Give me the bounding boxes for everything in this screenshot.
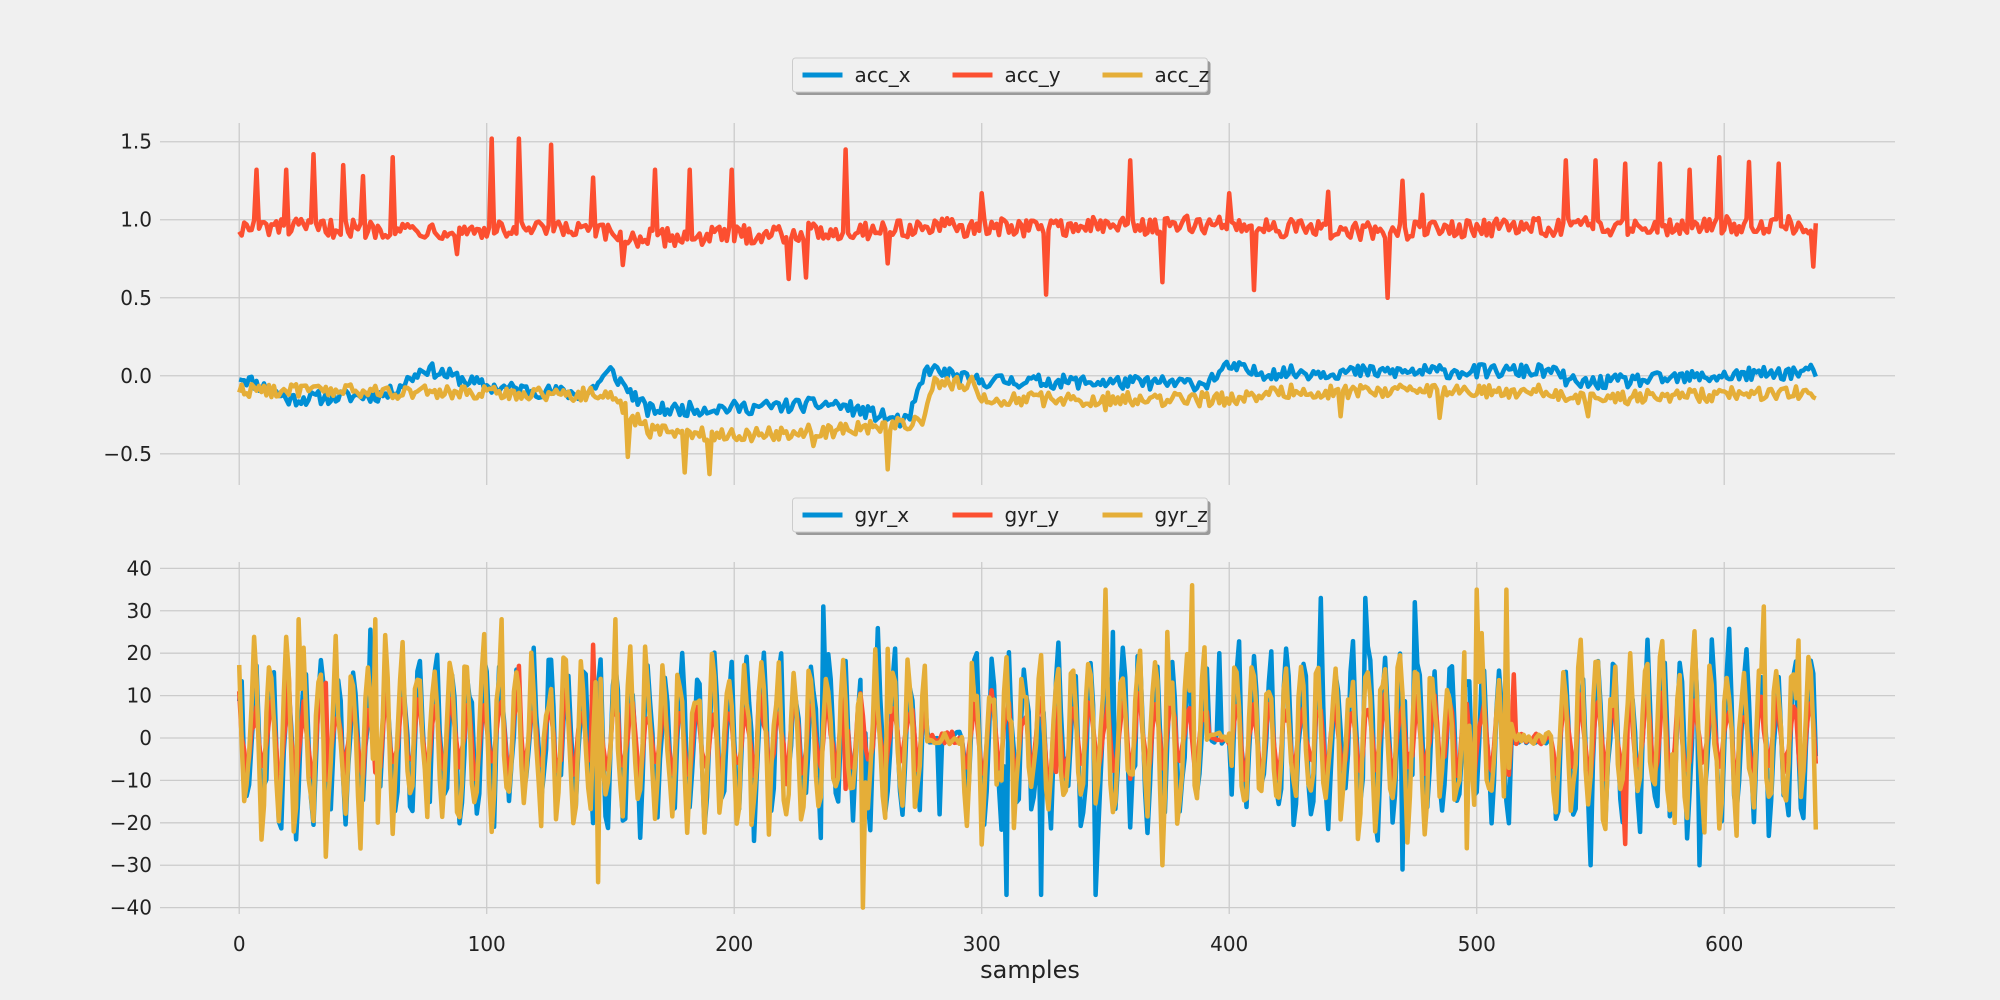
y-tick-label: 0.5 (120, 286, 152, 310)
gyr-legend: gyr_x gyr_y gyr_z (792, 497, 1211, 535)
gyr-y-ticks: −40 −30 −20 −10 0 10 20 30 40 (110, 556, 152, 919)
gyr-x-ticks: 0 100 200 300 400 500 600 (233, 932, 1743, 956)
y-tick-label: 0.0 (120, 364, 152, 388)
legend-label-gyr_y: gyr_y (1005, 503, 1060, 527)
legend-label-acc_x: acc_x (855, 63, 911, 87)
x-tick-label: 100 (468, 932, 506, 956)
acc-y-ticks: −0.5 0.0 0.5 1.0 1.5 (103, 130, 152, 466)
y-tick-label: −30 (110, 853, 152, 877)
y-tick-label: 1.5 (120, 130, 152, 154)
y-tick-label: 20 (127, 641, 152, 665)
y-tick-label: −10 (110, 768, 152, 792)
x-tick-label: 300 (963, 932, 1001, 956)
series-line-acc_z (237, 374, 1817, 477)
y-tick-label: −20 (110, 811, 152, 835)
series-line-acc_y (237, 136, 1819, 301)
y-tick-label: 10 (127, 684, 152, 708)
x-tick-label: 200 (715, 932, 753, 956)
y-tick-label: −40 (110, 896, 152, 920)
gyr-series-group (236, 583, 1819, 910)
series-line-acc_x (238, 359, 1818, 429)
legend-label-acc_y: acc_y (1005, 63, 1061, 87)
y-tick-label: 40 (127, 556, 152, 580)
series-line-gyr_z (236, 583, 1819, 910)
x-tick-label: 600 (1705, 932, 1743, 956)
legend-box (792, 57, 1208, 93)
gyr-subplot: −40 −30 −20 −10 0 10 20 30 40 0 100 200 300 400 500 60… (110, 497, 1895, 984)
y-tick-label: 0 (139, 726, 152, 750)
y-tick-label: −0.5 (103, 442, 152, 466)
x-axis-label: samples (980, 956, 1080, 984)
y-tick-label: 30 (127, 599, 152, 623)
x-tick-label: 500 (1458, 932, 1496, 956)
y-tick-label: 1.0 (120, 208, 152, 232)
legend-box (792, 497, 1208, 533)
legend-label-gyr_x: gyr_x (855, 503, 910, 527)
x-tick-label: 400 (1210, 932, 1248, 956)
acc-series-group (237, 136, 1819, 477)
acc-legend: acc_x acc_y acc_z (792, 57, 1211, 95)
acc-subplot: −0.5 0.0 0.5 1.0 1.5 acc_x acc_y acc_z (103, 57, 1895, 485)
legend-label-gyr_z: gyr_z (1155, 503, 1208, 527)
x-tick-label: 0 (233, 932, 246, 956)
legend-label-acc_z: acc_z (1155, 63, 1210, 87)
